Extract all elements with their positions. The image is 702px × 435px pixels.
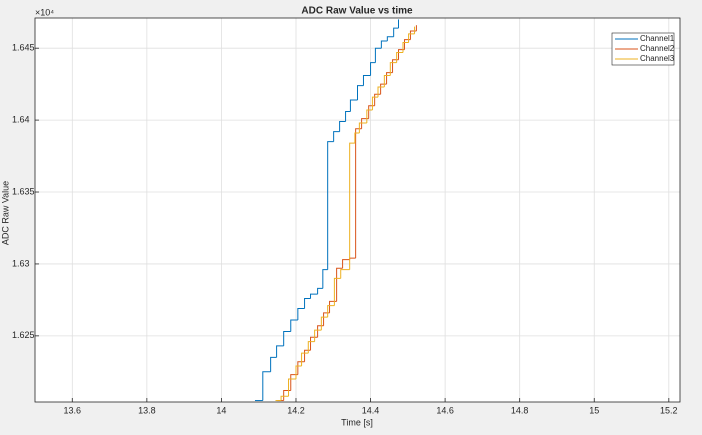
- step-segment: [295, 365, 302, 379]
- step-segment: [304, 297, 311, 309]
- step-segment: [310, 336, 318, 351]
- step-segment: [314, 329, 322, 342]
- step-segment: [396, 52, 403, 63]
- step-segment: [317, 287, 323, 295]
- step-segment: [262, 371, 271, 401]
- chart-title: ADC Raw Value vs time: [301, 6, 413, 17]
- x-tick-label: 13.6: [64, 405, 82, 415]
- step-segment: [301, 352, 309, 367]
- step-segment: [342, 259, 350, 269]
- grid: [35, 18, 680, 402]
- step-segment: [327, 141, 334, 270]
- plot-area: [35, 18, 680, 402]
- step-segment: [283, 331, 291, 346]
- step-segment: [366, 109, 373, 123]
- step-segment: [357, 85, 364, 100]
- step-segment: [358, 122, 367, 134]
- x-tick-label: 14.2: [287, 405, 305, 415]
- x-axis-label: Time [s]: [341, 417, 373, 427]
- x-tick-label: 13.8: [138, 405, 156, 415]
- step-segment: [383, 75, 391, 88]
- step-segment: [402, 41, 409, 53]
- step-segment: [370, 62, 376, 76]
- y-tick-label: 1.635: [12, 186, 35, 196]
- step-segment: [297, 308, 305, 321]
- step-segment: [386, 36, 394, 42]
- x-tick-label: 14.6: [436, 405, 454, 415]
- step-segment: [320, 316, 328, 331]
- step-segment: [362, 75, 371, 86]
- step-segment: [374, 47, 382, 63]
- y-multiplier: ×10⁴: [35, 7, 54, 17]
- legend-label: Channel3: [640, 54, 675, 63]
- x-tick-label: 14.4: [362, 405, 380, 415]
- step-segment: [270, 356, 277, 372]
- axes-box: [34, 17, 681, 403]
- step-segment: [393, 27, 399, 37]
- step-segment: [336, 267, 343, 302]
- y-axis-label: ADC Raw Value: [0, 181, 10, 245]
- y-tick-label: 1.63: [12, 258, 30, 268]
- x-tick-label: 14: [216, 405, 226, 415]
- step-segment: [371, 96, 379, 111]
- step-segment: [333, 277, 341, 306]
- x-tick-label: 15.2: [660, 405, 678, 415]
- step-segment: [276, 345, 284, 358]
- step-segment: [408, 33, 415, 43]
- step-segment: [280, 395, 289, 401]
- x-tick-label: 14.8: [511, 405, 529, 415]
- step-segment: [380, 40, 388, 49]
- step-segment: [333, 131, 340, 142]
- step-segment: [297, 361, 305, 375]
- y-tick-label: 1.645: [12, 43, 35, 53]
- step-segment: [339, 121, 346, 132]
- step-segment: [349, 99, 358, 112]
- step-segment: [290, 319, 298, 332]
- step-segment: [377, 86, 385, 98]
- step-segment: [389, 62, 397, 76]
- step-segment: [340, 269, 350, 279]
- y-tick-label: 1.64: [12, 114, 30, 124]
- step-segment: [349, 142, 355, 270]
- step-segment: [374, 93, 381, 106]
- step-segment: [307, 341, 315, 354]
- step-segment: [310, 293, 318, 299]
- step-segment: [345, 110, 351, 122]
- legend-label: Channel1: [640, 34, 675, 43]
- step-segment: [322, 269, 328, 289]
- step-segment: [327, 305, 335, 318]
- x-tick-label: 15: [589, 405, 599, 415]
- lines: [254, 19, 417, 402]
- y-tick-label: 1.625: [12, 330, 35, 340]
- step-segment: [354, 132, 360, 144]
- legend-label: Channel2: [640, 44, 675, 53]
- step-segment: [288, 378, 296, 397]
